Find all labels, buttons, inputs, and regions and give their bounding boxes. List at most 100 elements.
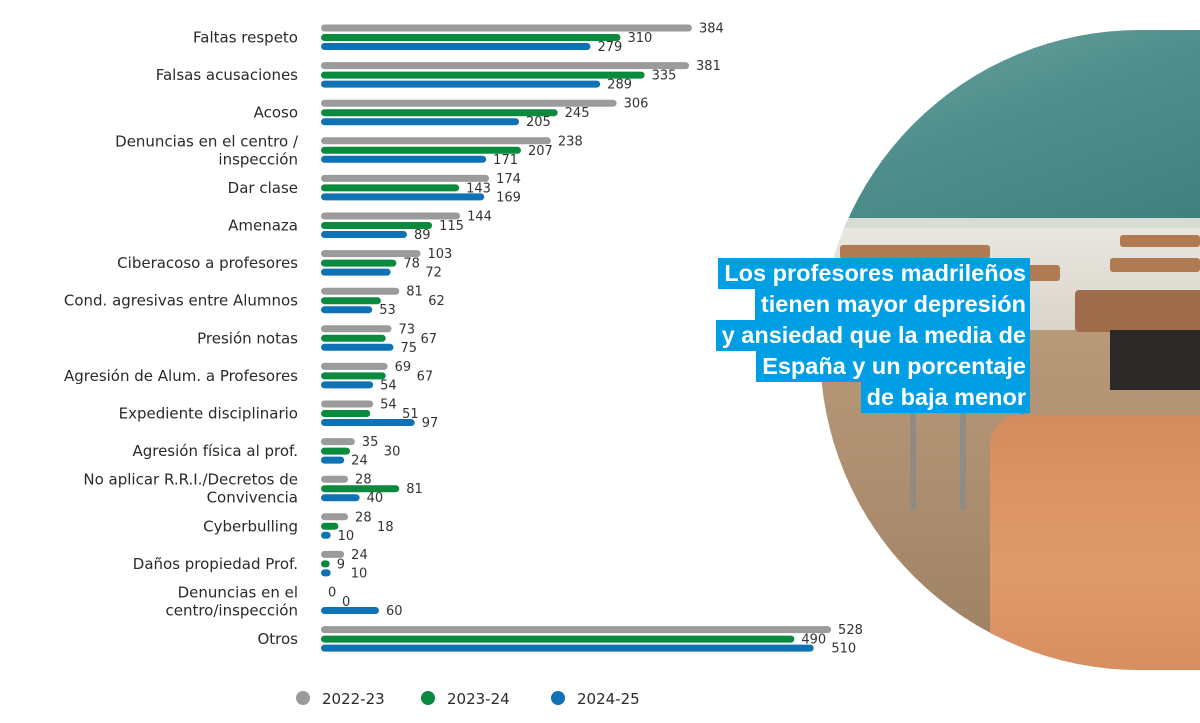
- front-desk: [1075, 290, 1200, 332]
- headline: Los profesores madrileños tienen mayor d…: [715, 258, 1030, 413]
- value-label-presion-notas-2024-25: 75: [400, 341, 417, 356]
- value-label-amenaza-2023-24: 115: [439, 219, 464, 234]
- bar-ciberacoso-a-profesores-2023-24: [321, 259, 397, 267]
- value-label-amenaza-2024-25: 89: [414, 228, 431, 243]
- bar-expediente-disciplinario-2022-23: [321, 400, 374, 408]
- category-label-line: Agresión de Alum. a Profesores: [64, 367, 298, 385]
- bar-otros-2024-25: [321, 644, 814, 652]
- category-label-denuncias-en-el-centro-inspeccion: Denuncias en el centro/inspección: [165, 584, 298, 620]
- value-labels: 3843102793813352893062452052382071711741…: [328, 22, 863, 657]
- value-label-no-aplicar-r-r-i-decretos-de-convivencia-2022-23: 28: [355, 473, 372, 488]
- category-label-danos-propiedad-prof: Daños propiedad Prof.: [133, 555, 298, 573]
- bar-danos-propiedad-prof-2022-23: [321, 550, 345, 558]
- category-label-expediente-disciplinario: Expediente disciplinario: [119, 405, 298, 423]
- bar-cyberbulling-2023-24: [321, 522, 339, 530]
- category-label-ciberacoso-a-profesores: Ciberacoso a profesores: [117, 254, 298, 272]
- value-label-denuncias-en-el-centro-inspeccion-2024-25: 60: [386, 604, 403, 619]
- value-label-cyberbulling-2024-25: 10: [338, 529, 355, 544]
- bars: [321, 24, 832, 652]
- value-label-dar-clase-2023-24: 143: [466, 181, 491, 196]
- value-label-acoso-2023-24: 245: [565, 106, 590, 121]
- headline-text: y ansiedad que la media de: [715, 320, 1030, 351]
- bar-cond-agresivas-entre-alumnos-2024-25: [321, 306, 373, 314]
- bar-dar-clase-2022-23: [321, 174, 490, 182]
- value-label-otros-2023-24: 490: [801, 633, 826, 648]
- category-label-line: centro/inspección: [165, 602, 298, 620]
- value-label-faltas-respeto-2023-24: 310: [627, 31, 652, 46]
- bar-falsas-acusaciones-2023-24: [321, 71, 645, 79]
- category-label-line: Presión notas: [197, 329, 298, 347]
- legend-label-2022-23: 2022-23: [322, 690, 385, 708]
- legend-marker-2023-24-icon: [421, 691, 435, 705]
- bar-no-aplicar-r-r-i-decretos-de-convivencia-2024-25: [321, 494, 360, 502]
- value-label-denuncias-en-el-centro-inspeccion-2022-23: 0: [328, 586, 336, 601]
- value-label-cond-agresivas-entre-alumnos-2022-23: 81: [406, 285, 423, 300]
- value-label-ciberacoso-a-profesores-2022-23: 103: [427, 247, 452, 262]
- value-label-no-aplicar-r-r-i-decretos-de-convivencia-2023-24: 81: [406, 482, 423, 497]
- category-label-falsas-acusaciones: Falsas acusaciones: [156, 66, 298, 84]
- headline-text: de baja menor: [860, 382, 1030, 413]
- bar-amenaza-2022-23: [321, 212, 461, 220]
- bar-no-aplicar-r-r-i-decretos-de-convivencia-2023-24: [321, 485, 400, 493]
- bar-expediente-disciplinario-2023-24: [321, 410, 371, 417]
- value-label-danos-propiedad-prof-2022-23: 24: [351, 548, 368, 563]
- bar-cyberbulling-2024-25: [321, 531, 331, 539]
- bar-acoso-2023-24: [321, 109, 558, 117]
- bar-otros-2022-23: [321, 626, 832, 634]
- legend-marker-2022-23-icon: [296, 691, 310, 705]
- value-label-presion-notas-2023-24: 67: [421, 332, 438, 347]
- headline-text: España y un porcentaje: [756, 351, 1030, 382]
- bar-danos-propiedad-prof-2023-24: [321, 560, 330, 568]
- desk: [1110, 258, 1200, 272]
- headline-text: tienen mayor depresión: [754, 289, 1030, 320]
- bar-ciberacoso-a-profesores-2024-25: [321, 268, 391, 276]
- bar-agresion-fisica-al-prof-2023-24: [321, 447, 350, 455]
- value-label-agresion-fisica-al-prof-2022-23: 35: [362, 435, 379, 450]
- category-label-line: inspección: [218, 150, 298, 168]
- bar-falsas-acusaciones-2024-25: [321, 80, 601, 88]
- value-label-expediente-disciplinario-2024-25: 97: [422, 416, 439, 431]
- foreground-desk: [990, 415, 1200, 670]
- value-label-amenaza-2022-23: 144: [467, 210, 492, 225]
- value-label-danos-propiedad-prof-2024-25: 10: [351, 566, 368, 581]
- category-label-otros: Otros: [257, 630, 298, 648]
- bar-cond-agresivas-entre-alumnos-2023-24: [321, 297, 381, 305]
- bar-agresion-fisica-al-prof-2024-25: [321, 456, 345, 464]
- bar-faltas-respeto-2022-23: [321, 24, 692, 32]
- legend-label-2024-25: 2024-25: [577, 690, 640, 708]
- value-label-presion-notas-2022-23: 73: [399, 322, 416, 337]
- bar-faltas-respeto-2024-25: [321, 43, 591, 50]
- value-label-falsas-acusaciones-2022-23: 381: [696, 59, 721, 74]
- value-label-expediente-disciplinario-2022-23: 54: [380, 398, 397, 413]
- category-label-line: Daños propiedad Prof.: [133, 555, 298, 573]
- bar-amenaza-2024-25: [321, 231, 407, 238]
- chalkboard: [820, 30, 1200, 230]
- category-label-dar-clase: Dar clase: [228, 179, 298, 197]
- value-label-agresion-fisica-al-prof-2024-25: 24: [351, 454, 368, 469]
- value-label-expediente-disciplinario-2023-24: 51: [402, 407, 419, 422]
- bar-acoso-2024-25: [321, 118, 520, 126]
- category-label-line: Agresión física al prof.: [132, 442, 298, 460]
- value-label-acoso-2022-23: 306: [624, 97, 649, 112]
- category-label-amenaza: Amenaza: [228, 217, 298, 235]
- bar-presion-notas-2023-24: [321, 334, 386, 342]
- value-label-dar-clase-2024-25: 169: [496, 190, 521, 205]
- category-label-line: Convivencia: [207, 489, 298, 507]
- value-label-cyberbulling-2022-23: 28: [355, 510, 372, 525]
- value-label-denuncias-en-el-centro-inspeccion-2024-25: 171: [493, 153, 518, 168]
- category-label-line: Cond. agresivas entre Alumnos: [64, 292, 298, 310]
- bar-agresion-de-alum-a-profesores-2022-23: [321, 362, 388, 370]
- headline-text: Los profesores madrileños: [718, 258, 1030, 289]
- bar-presion-notas-2024-25: [321, 343, 394, 351]
- headline-line-4: España y un porcentaje: [716, 351, 1030, 382]
- category-label-agresion-fisica-al-prof: Agresión física al prof.: [132, 442, 298, 460]
- category-label-line: Amenaza: [228, 217, 298, 235]
- category-label-line: Expediente disciplinario: [119, 405, 298, 423]
- bar-agresion-de-alum-a-profesores-2023-24: [321, 372, 386, 380]
- bar-dar-clase-2023-24: [321, 184, 460, 192]
- category-label-line: Cyberbulling: [203, 517, 298, 535]
- category-label-line: Dar clase: [228, 179, 298, 197]
- value-label-cond-agresivas-entre-alumnos-2023-24: 62: [428, 294, 445, 309]
- category-label-cond-agresivas-entre-alumnos: Cond. agresivas entre Alumnos: [64, 292, 298, 310]
